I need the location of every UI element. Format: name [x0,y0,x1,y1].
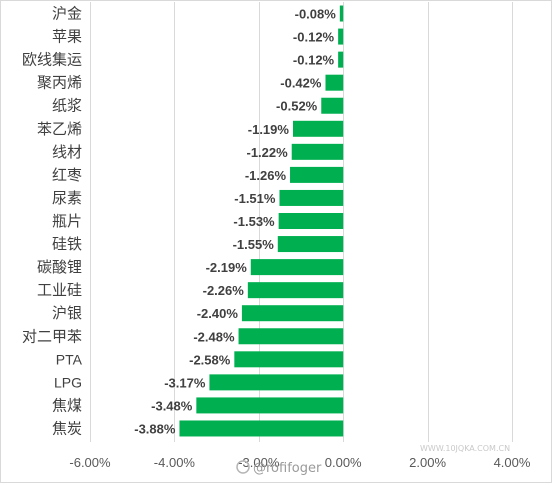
category-label: 沪银 [52,304,82,322]
data-label: -0.12% [293,30,335,45]
category-label: 尿素 [52,189,82,207]
watermark-text: @rofifoger [253,461,322,476]
category-label: PTA [56,351,83,367]
bar [279,189,344,206]
data-label: -1.19% [248,122,290,137]
data-labels: -0.08% -0.12% -0.12% -0.42% -0.52% -1.19% -1.2… [134,7,336,437]
bar [278,213,344,229]
data-label: -1.51% [234,191,276,206]
data-label: -0.42% [280,76,322,91]
x-tick-label: 0.00% [325,455,362,470]
x-tick-label: 2.00% [409,455,446,470]
watermark-site: WWW.10JQKA.COM.CN [420,444,510,453]
bar [290,166,344,183]
bar [179,420,344,437]
data-label: -2.26% [203,283,245,298]
category-label: 沪金 [52,5,82,23]
bar [325,74,344,91]
data-label: -3.17% [164,375,206,390]
bar [291,143,344,160]
category-label: 苯乙烯 [37,120,82,138]
category-label: 焦炭 [52,419,82,437]
bar [250,259,344,276]
category-label: 工业硅 [37,281,82,299]
bar [247,282,344,299]
data-label: -1.22% [247,145,289,160]
bar [321,97,344,114]
data-label: -0.08% [295,7,337,22]
data-label: -1.26% [245,168,287,183]
category-label: 焦煤 [52,396,82,414]
x-tick-label: -6.00% [69,455,111,470]
data-label: -1.55% [233,237,275,252]
category-label: 对二甲苯 [22,327,82,345]
bar [339,5,344,22]
data-label: -3.48% [151,398,193,413]
bar [238,328,344,345]
category-label: 红枣 [52,166,82,184]
data-label: -3.88% [134,421,176,436]
category-label: 线材 [52,143,82,161]
category-label: 硅铁 [52,235,82,253]
gridlines [90,2,513,442]
data-label: -2.58% [189,352,231,367]
bar [241,305,344,322]
category-label: 纸浆 [52,97,82,115]
bar [196,397,344,414]
category-label: 苹果 [52,28,82,46]
data-label: -2.19% [206,260,248,275]
data-label: -1.53% [233,214,275,229]
category-label: 瓶片 [52,212,82,230]
x-tick-label: 4.00% [494,455,531,470]
category-label: 聚丙烯 [37,74,82,92]
x-tick-label: -4.00% [154,455,196,470]
bar [338,51,344,68]
data-label: -0.12% [293,53,335,68]
weibo-icon [236,460,250,474]
data-label: -2.40% [197,306,239,321]
data-label: -2.48% [193,329,235,344]
bar [292,120,344,137]
bar [234,351,344,368]
bars [179,5,344,437]
data-label: -0.52% [276,99,318,114]
bar [338,28,344,45]
category-label: 碳酸锂 [37,258,82,276]
watermark: @rofifoger WWW.10JQKA.COM.CN [236,444,510,476]
category-label: LPG [54,374,82,390]
category-label: 欧线集运 [22,51,82,69]
bar [277,236,344,253]
bar [209,374,344,391]
